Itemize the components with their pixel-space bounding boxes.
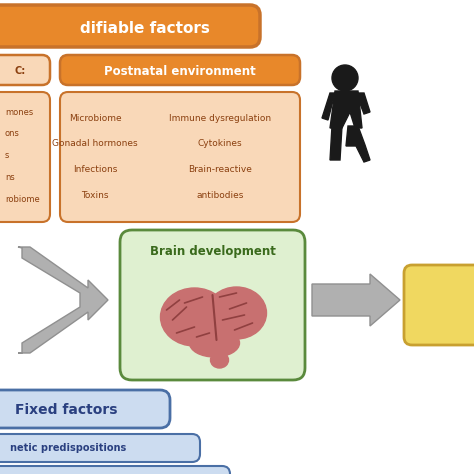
Polygon shape [330,91,362,128]
Polygon shape [346,126,370,162]
FancyBboxPatch shape [120,230,305,380]
Polygon shape [312,274,400,326]
FancyBboxPatch shape [0,55,50,85]
Text: Microbiome: Microbiome [69,113,121,122]
FancyBboxPatch shape [404,265,474,345]
Text: Brain development: Brain development [150,246,275,258]
Text: Infections: Infections [73,165,117,174]
Text: Toxins: Toxins [81,191,109,201]
Circle shape [332,65,358,91]
Text: C:: C: [15,66,26,76]
Ellipse shape [210,352,228,368]
Text: Cytokines: Cytokines [198,139,242,148]
FancyBboxPatch shape [60,55,300,85]
FancyBboxPatch shape [0,466,230,474]
Ellipse shape [207,287,266,339]
Text: antibodies: antibodies [196,191,244,201]
FancyBboxPatch shape [0,434,200,462]
Text: ns: ns [5,173,15,182]
Text: difiable factors: difiable factors [80,20,210,36]
FancyBboxPatch shape [60,92,300,222]
Polygon shape [18,247,108,353]
Text: robiome: robiome [5,195,40,204]
Text: Brain-reactive: Brain-reactive [188,165,252,174]
Polygon shape [322,93,335,120]
Text: mones: mones [5,108,33,117]
Text: Gonadal hormones: Gonadal hormones [52,139,138,148]
FancyBboxPatch shape [0,92,50,222]
Polygon shape [356,93,370,114]
Ellipse shape [161,288,228,346]
Text: ons: ons [5,129,20,138]
Text: netic predispositions: netic predispositions [10,443,126,453]
FancyBboxPatch shape [0,5,260,47]
Text: s: s [5,152,9,161]
Polygon shape [330,126,342,160]
Text: Immune dysregulation: Immune dysregulation [169,113,271,122]
Ellipse shape [190,329,239,357]
FancyBboxPatch shape [0,390,170,428]
Text: Postnatal environment: Postnatal environment [104,64,256,78]
Text: Fixed factors: Fixed factors [15,403,118,417]
